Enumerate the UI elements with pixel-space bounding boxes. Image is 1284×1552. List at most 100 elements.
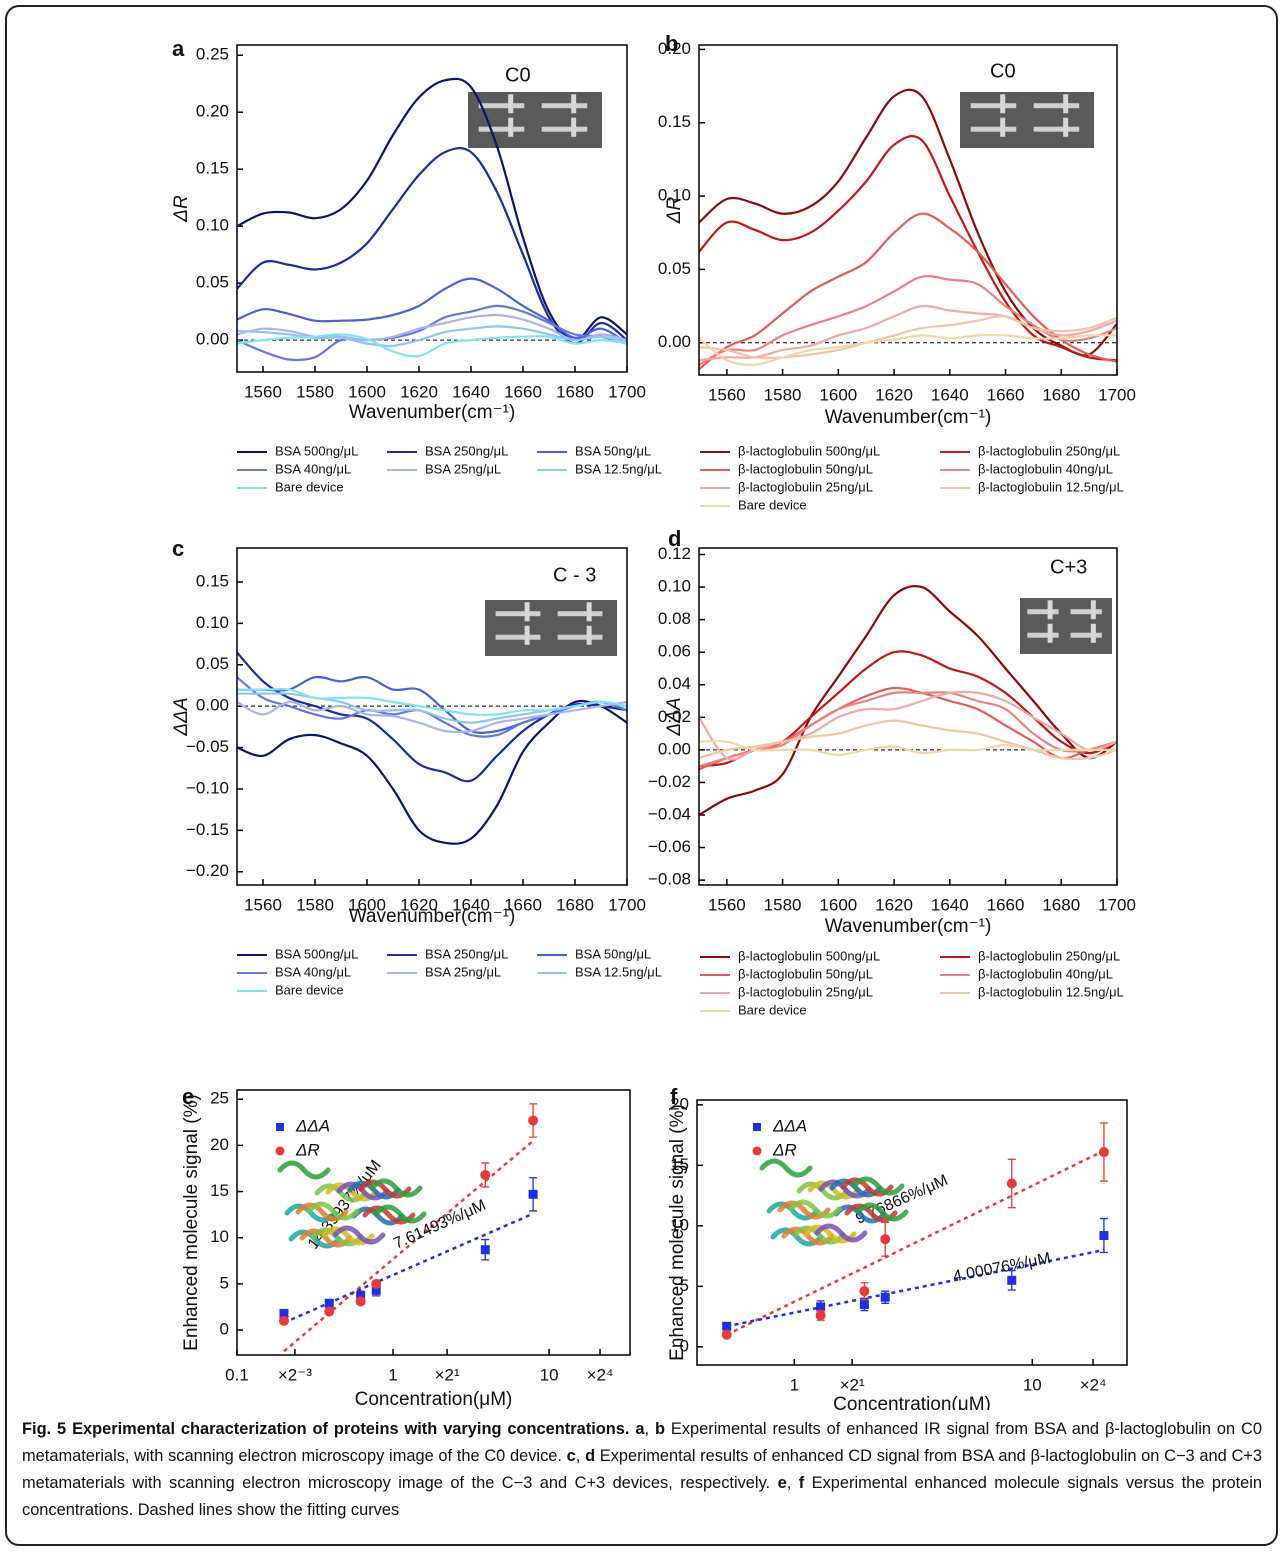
series-line: [699, 314, 1117, 360]
data-point: [480, 1245, 490, 1255]
protein-structure: [277, 1160, 331, 1180]
data-point: [356, 1291, 366, 1301]
panel-label: e: [182, 1084, 194, 1109]
data-point: [355, 1296, 366, 1307]
legend-label: BSA 40ng/μL: [275, 461, 351, 476]
inset-label: C0: [990, 60, 1016, 82]
sem-bar: [508, 117, 514, 137]
y-tick-label: 20: [670, 1094, 689, 1113]
x-tick-label: 1640: [452, 895, 490, 914]
protein-structure: [788, 1199, 842, 1219]
sem-image: [485, 600, 617, 656]
x-tick-label: 1620: [875, 895, 913, 914]
x-tick-label: 1660: [987, 385, 1025, 404]
legend-label: β-lactoglobulin 40ng/μL: [978, 966, 1113, 981]
fit-line: [283, 1212, 534, 1324]
x-tick-label: 1680: [1042, 895, 1080, 914]
y-axis-label: ΔΔA: [171, 697, 192, 736]
y-tick-label: 0.10: [658, 577, 691, 596]
caption-text: ,: [786, 1474, 799, 1492]
x-tick-label: 1620: [400, 895, 438, 914]
x-tick-label: ×2¹: [840, 1375, 865, 1394]
sem-bar: [541, 126, 588, 132]
x-axis-label: Wavenumber(cm⁻¹): [825, 916, 992, 937]
x-tick-label: 1640: [931, 895, 969, 914]
fit-label: 7.61493%/μM: [391, 1197, 488, 1253]
data-point: [859, 1286, 870, 1297]
legend-label: β-lactoglobulin 500ng/μL: [738, 443, 880, 458]
y-tick-label: 0.00: [196, 330, 229, 349]
y-axis-label: ΔR: [171, 195, 192, 223]
legend-label: β-lactoglobulin 250ng/μL: [978, 948, 1120, 963]
y-tick-label: −0.05: [186, 737, 229, 756]
sem-bar: [495, 634, 541, 640]
x-tick-label: 1660: [504, 895, 542, 914]
x-tick-label: 10: [540, 1365, 559, 1384]
sem-bar: [1063, 117, 1069, 137]
inset-label: C - 3: [553, 564, 596, 586]
x-tick-label: 1620: [400, 382, 438, 401]
data-point: [528, 1189, 538, 1199]
series-line: [699, 304, 1117, 362]
data-point: [1099, 1231, 1109, 1241]
legend-label: BSA 500ng/μL: [275, 443, 358, 458]
panel-label: d: [668, 526, 681, 551]
data-point: [816, 1302, 826, 1312]
x-tick-label: 1560: [708, 385, 746, 404]
data-point: [721, 1329, 732, 1340]
x-axis-label: Concentration(μM): [833, 1394, 991, 1410]
sem-bar: [1000, 117, 1006, 137]
y-tick-label: 0.10: [658, 186, 691, 205]
data-point: [880, 1234, 891, 1245]
plot-area: [726, 1149, 1105, 1336]
figure-border: [5, 5, 1278, 1546]
y-tick-label: 25: [210, 1089, 229, 1108]
data-point: [324, 1306, 335, 1317]
series-line: [699, 88, 1117, 357]
y-tick-label: 0.15: [658, 112, 691, 131]
protein-structure: [332, 1225, 386, 1245]
data-point: [1098, 1147, 1109, 1158]
x-tick-label: 1600: [819, 385, 857, 404]
y-tick-label: 0.20: [196, 102, 229, 121]
legend-label: β-lactoglobulin 50ng/μL: [738, 461, 873, 476]
y-tick-label: 10: [670, 1215, 689, 1234]
y-tick-label: 0.00: [658, 332, 691, 351]
caption-text: ,: [644, 1420, 655, 1438]
sem-bar: [1027, 632, 1059, 638]
y-axis-label: Enhanced molecule signal (%): [181, 1094, 202, 1351]
y-tick-label: 0.00: [196, 696, 229, 715]
sem-bar: [970, 126, 1017, 132]
data-point: [279, 1308, 289, 1318]
data-point: [859, 1299, 869, 1309]
data-point: [1006, 1178, 1017, 1189]
caption-text: b: [654, 1420, 665, 1438]
legend-label: β-lactoglobulin 250ng/μL: [978, 443, 1120, 458]
sem-bar: [557, 611, 603, 617]
x-tick-label: 1: [388, 1365, 397, 1384]
plot-area: [699, 584, 1117, 816]
sem-bar: [557, 634, 603, 640]
panel-label: c: [172, 536, 184, 561]
series-line: [699, 719, 1117, 761]
series-line: [699, 135, 1117, 362]
y-tick-label: −0.15: [186, 820, 229, 839]
sem-bar: [478, 126, 525, 132]
data-point: [815, 1310, 826, 1321]
plot-area: [699, 88, 1117, 370]
x-tick-label: 1680: [1042, 385, 1080, 404]
x-tick-label: 1580: [296, 895, 334, 914]
legend-marker: [276, 1123, 284, 1131]
legend-label: BSA 50ng/μL: [575, 443, 651, 458]
sem-bar: [524, 602, 530, 622]
sem-bar: [541, 103, 588, 109]
x-tick-label: 1560: [244, 382, 282, 401]
y-tick-label: 0.06: [658, 642, 691, 661]
panel-label: a: [172, 36, 185, 61]
fit-line: [283, 1139, 534, 1353]
inset-label: C0: [505, 64, 531, 86]
legend-label: β-lactoglobulin 25ng/μL: [738, 984, 873, 999]
caption-text: c: [566, 1447, 576, 1465]
fit-label: 4.00076%/μM: [952, 1250, 1052, 1286]
